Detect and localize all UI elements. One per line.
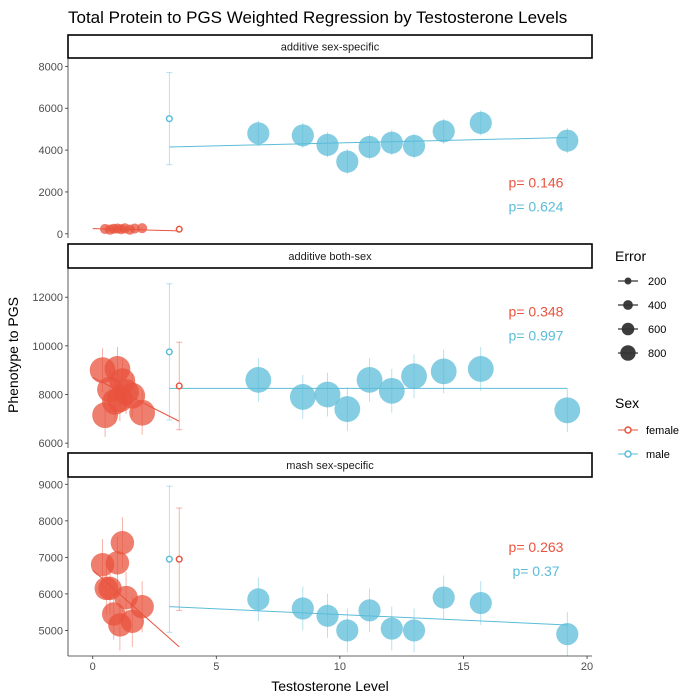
x-tick-label: 15 xyxy=(457,661,469,673)
male-point xyxy=(380,131,403,154)
legend-error-key xyxy=(623,300,633,310)
female-point xyxy=(130,594,154,619)
x-tick-label: 20 xyxy=(581,661,593,673)
male-point xyxy=(432,586,455,609)
male-point xyxy=(334,396,361,422)
y-tick-label: 10000 xyxy=(32,341,63,353)
male-point xyxy=(467,356,494,382)
male-point xyxy=(469,591,492,615)
legend-error-key xyxy=(620,345,636,361)
male-p-value: p= 0.37 xyxy=(512,563,559,579)
y-tick-label: 9000 xyxy=(39,479,63,491)
y-tick-label: 6000 xyxy=(39,438,63,450)
y-tick-label: 0 xyxy=(57,229,63,241)
female-point xyxy=(105,551,130,575)
male-point xyxy=(469,111,492,134)
legend-error-title: Error xyxy=(615,248,646,264)
male-point xyxy=(401,363,427,390)
male-point xyxy=(314,381,341,408)
legend-error-key xyxy=(621,322,635,336)
female-p-value: p= 0.348 xyxy=(509,304,564,320)
legend-error-label: 200 xyxy=(648,276,666,288)
male-point xyxy=(316,604,339,627)
male-overall-point xyxy=(165,115,173,123)
legend-sex-label: female xyxy=(646,425,679,437)
male-point xyxy=(432,120,455,143)
male-point xyxy=(556,622,579,646)
y-tick-label: 8000 xyxy=(39,516,63,528)
female-overall-point xyxy=(175,555,183,563)
male-p-value: p= 0.624 xyxy=(509,199,564,215)
female-overall-point xyxy=(175,225,183,233)
y-tick-label: 6000 xyxy=(39,589,63,601)
legend-error-label: 800 xyxy=(648,348,666,360)
female-p-value: p= 0.146 xyxy=(509,175,564,191)
female-p-value: p= 0.263 xyxy=(509,539,564,555)
female-point xyxy=(137,223,148,234)
male-point xyxy=(247,122,270,145)
male-point xyxy=(378,377,405,404)
male-point xyxy=(380,617,403,640)
legend-error-label: 600 xyxy=(648,324,666,336)
legend-sex-key xyxy=(624,426,632,434)
y-tick-label: 4000 xyxy=(39,145,63,157)
facet-strip-label: additive both-sex xyxy=(288,251,372,263)
x-tick-label: 5 xyxy=(213,661,219,673)
y-axis-title: Phenotype to PGS xyxy=(5,297,21,413)
facet-panel: additive both-sex 6000 8000 10000 12000 p= 0.… xyxy=(32,243,593,450)
x-axis-title: Testosterone Level xyxy=(271,678,389,694)
male-point xyxy=(358,599,381,622)
facet-strip xyxy=(67,452,593,478)
male-point xyxy=(402,134,426,157)
male-point xyxy=(554,397,581,424)
male-point xyxy=(356,366,383,393)
male-point xyxy=(291,124,314,147)
male-point xyxy=(291,597,314,620)
male-point xyxy=(336,150,359,173)
x-tick-label: 0 xyxy=(90,661,96,673)
facet-strip xyxy=(67,34,593,59)
legend-sex-key xyxy=(624,450,632,458)
facet-strip xyxy=(67,243,593,269)
male-point xyxy=(247,588,270,611)
y-tick-label: 7000 xyxy=(39,552,63,564)
male-point xyxy=(336,619,359,642)
male-point xyxy=(358,135,381,159)
y-tick-label: 6000 xyxy=(39,103,63,115)
male-point xyxy=(402,619,426,642)
male-point xyxy=(430,358,457,385)
male-point xyxy=(556,129,579,152)
facet-panel: additive sex-specific 0 2000 4000 6000 8000 p=… xyxy=(39,34,593,241)
facet-strip-label: additive sex-specific xyxy=(281,42,380,54)
facet-panels: additive sex-specific 0 2000 4000 6000 8000 p=… xyxy=(32,34,593,673)
x-tick-label: 10 xyxy=(334,661,346,673)
female-point xyxy=(110,531,135,555)
male-overall-point xyxy=(165,555,173,563)
female-point xyxy=(129,223,140,234)
legend-sex-title: Sex xyxy=(615,395,639,411)
x-axis: 0 5 10 15 20 xyxy=(68,655,593,673)
legend-sex-label: male xyxy=(646,449,670,461)
legend-error-key xyxy=(624,277,632,285)
male-overall-point xyxy=(165,348,173,356)
y-tick-label: 8000 xyxy=(39,389,63,401)
y-tick-label: 2000 xyxy=(39,187,63,199)
male-p-value: p= 0.997 xyxy=(509,328,564,344)
legend-error-label: 400 xyxy=(648,300,666,312)
facet-panel: mash sex-specific 5000 6000 7000 8000 9000 p= … xyxy=(39,452,593,656)
y-tick-label: 12000 xyxy=(32,292,63,304)
female-overall-point xyxy=(175,382,183,390)
y-tick-label: 5000 xyxy=(39,625,63,637)
male-point xyxy=(316,133,339,156)
male-point xyxy=(289,384,316,410)
male-point xyxy=(245,366,272,393)
facet-strip-label: mash sex-specific xyxy=(286,460,374,472)
female-point xyxy=(129,399,156,426)
chart-title: Total Protein to PGS Weighted Regression… xyxy=(68,8,567,27)
y-tick-label: 8000 xyxy=(39,61,63,73)
